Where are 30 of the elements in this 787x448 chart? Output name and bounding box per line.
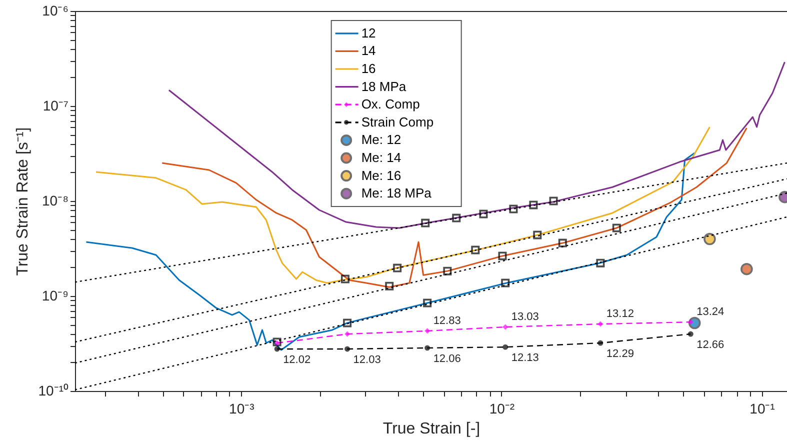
x-tick-label: 10⁻¹ (750, 400, 776, 416)
legend-label: 14 (361, 43, 376, 58)
x-axis-title: True Strain [-] (382, 420, 480, 438)
y-axis-title: True Strain Rate [s⁻¹] (14, 127, 32, 276)
y-tick-label: 10⁻⁶ (42, 2, 68, 18)
legend-label: Me: 14 (361, 150, 402, 165)
y-tick-label: 10⁻⁷ (42, 98, 68, 114)
annotation: 12.06 (433, 352, 461, 365)
annotation: 12.29 (606, 348, 634, 360)
legend-label: Me: 12 (361, 132, 402, 148)
x-tick-label: 10⁻³ (229, 400, 255, 416)
annotation: 13.24 (696, 306, 724, 318)
legend-label: 18 MPa (361, 78, 407, 94)
legend-label: 16 (361, 61, 376, 76)
annotation: 13.12 (606, 308, 634, 320)
y-tick-label: 10⁻⁸ (42, 192, 69, 208)
legend-label: Ox. Comp (361, 96, 420, 112)
x-tick-label: 10⁻² (489, 400, 515, 416)
legend-label: Me: 18 MPa (361, 186, 432, 201)
legend-label: Me: 16 (361, 168, 402, 183)
legend-label: 12 (361, 25, 376, 40)
y-tick-label: 10⁻¹⁰ (38, 382, 68, 398)
annotation: 13.03 (511, 310, 539, 323)
annotation: 12.83 (433, 314, 461, 327)
annotation: 12.03 (353, 354, 381, 366)
legend-label: Strain Comp (361, 114, 434, 130)
annotation: 12.13 (511, 352, 539, 364)
annotation: 12.02 (283, 354, 311, 366)
annotation: 12.66 (696, 339, 724, 352)
y-tick-label: 10⁻⁹ (42, 288, 68, 304)
